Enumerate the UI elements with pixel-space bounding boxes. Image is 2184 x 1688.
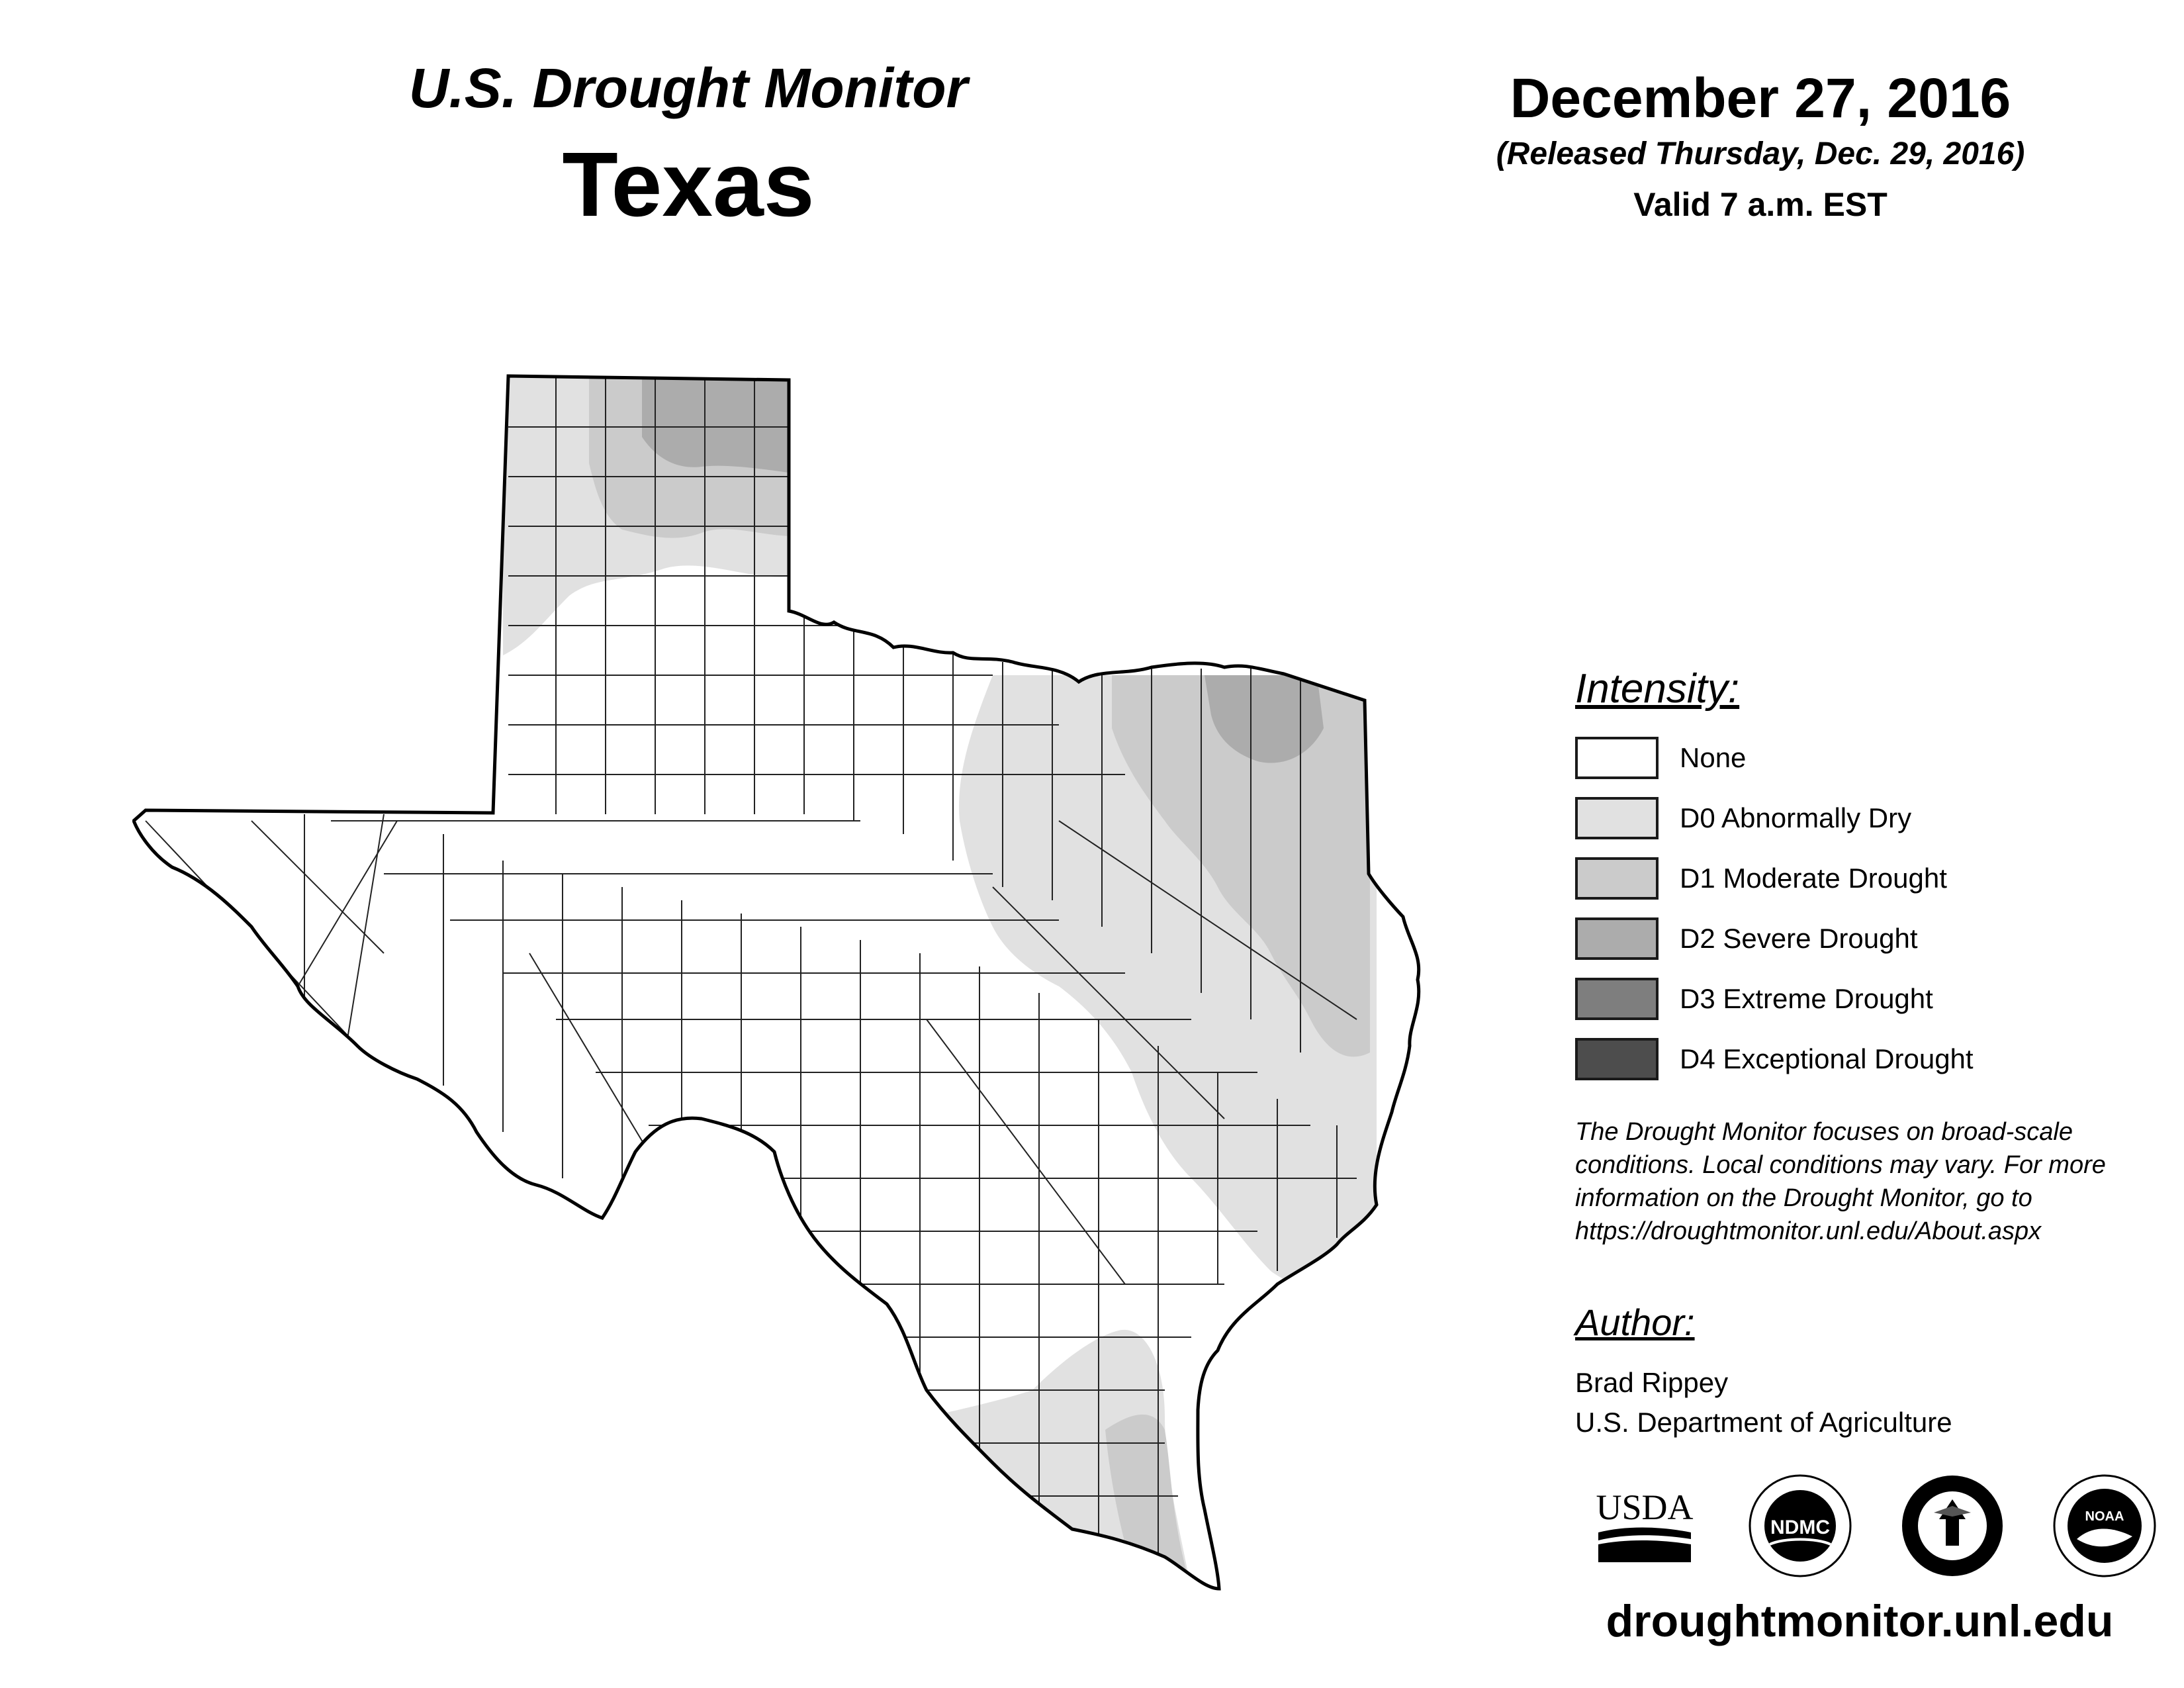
usda-logo: USDA [1596,1487,1694,1562]
legend-label: D1 Moderate Drought [1680,863,1947,894]
legend-label: D2 Severe Drought [1680,923,1918,954]
map-subtitle: U.S. Drought Monitor [408,57,968,119]
author-name: Brad Rippey [1575,1367,1729,1398]
map-date: December 27, 2016 [1510,67,2011,129]
map-title: Texas [562,134,815,236]
author-organization: U.S. Department of Agriculture [1575,1407,1952,1438]
legend-swatch [1575,978,1659,1020]
noaa-logo: NOAA [2053,1474,2156,1577]
valid-time: Valid 7 a.m. EST [1633,186,1888,223]
legend-swatch [1575,797,1659,839]
texas-outline [132,374,1421,1591]
legend-swatch [1575,857,1659,900]
ndmc-logo: NDMC [1749,1474,1852,1577]
ndmc-logo-text: NDMC [1770,1517,1830,1538]
d1-area-coast [1105,1414,1191,1589]
d2-area-panhandle [642,377,794,473]
legend-swatch [1575,917,1659,960]
legend-row: D2 Severe Drought [1575,915,1918,962]
legend-label: D0 Abnormally Dry [1680,802,1912,833]
legend-label: None [1680,742,1747,773]
drought-monitor-note: The Drought Monitor focuses on broad-sca… [1575,1118,2106,1245]
texas-drought-map [132,374,1421,1591]
commerce-seal [1902,1476,2003,1576]
legend-row: None [1575,735,1746,781]
legend-label: D4 Exceptional Drought [1680,1043,1974,1074]
legend-swatch [1575,737,1659,779]
noaa-logo-text: NOAA [2085,1509,2124,1524]
d1-area-northeast [1112,675,1370,1057]
legend-title: Intensity: [1575,666,1740,712]
usda-logo-text: USDA [1596,1487,1693,1527]
release-date: (Released Thursday, Dec. 29, 2016) [1496,136,2025,171]
website-link[interactable]: droughtmonitor.unl.edu [1606,1596,2114,1646]
legend-swatch [1575,1038,1659,1080]
author-title: Author: [1575,1301,1695,1343]
legend-row: D4 Exceptional Drought [1575,1036,1974,1082]
county-boundaries [145,376,1357,1562]
d2-area-northeast [1205,675,1324,763]
legend-label: D3 Extreme Drought [1680,983,1933,1014]
legend-row: D1 Moderate Drought [1575,855,1947,902]
legend-row: D0 Abnormally Dry [1575,795,1911,841]
legend-row: D3 Extreme Drought [1575,976,1933,1022]
